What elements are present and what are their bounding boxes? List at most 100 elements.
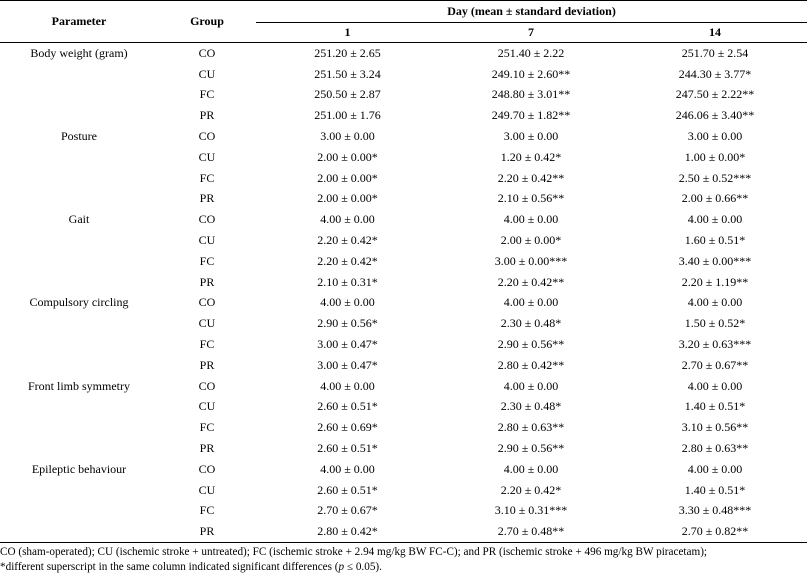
day-1-cell: 4.00 ± 0.00	[320, 378, 375, 393]
day-1-cell: 3.00 ± 0.47*	[317, 337, 378, 352]
parameter-cell: Posture	[61, 129, 97, 144]
table-row: PR 251.00 ± 1.76 249.70 ± 1.82** 246.06 ± 3…	[0, 105, 807, 126]
day-14-cell: 4.00 ± 0.00	[687, 212, 743, 227]
group-cell: PR	[199, 108, 215, 123]
footnote-p-symbol: p	[338, 561, 345, 573]
day-1-cell: 251.00 ± 1.76	[314, 108, 381, 123]
parameter-cell	[0, 501, 158, 522]
day-14-cell: 3.40 ± 0.00***	[678, 253, 752, 268]
group-cell: CU	[198, 399, 216, 414]
parameter-cell: Body weight (gram)	[30, 45, 128, 60]
parameter-cell	[0, 334, 158, 355]
day-14-cell: 1.40 ± 0.51*	[684, 399, 746, 414]
parameter-cell: Compulsory circling	[29, 295, 129, 310]
day-14-cell: 4.00 ± 0.00	[687, 295, 743, 310]
day-7-cell: 249.10 ± 2.60**	[491, 66, 571, 81]
table-row: CU 251.50 ± 3.24 249.10 ± 2.60** 244.30 ± 3…	[0, 64, 807, 85]
day-14-cell: 1.40 ± 0.51*	[684, 482, 746, 497]
table-row: PR 2.10 ± 0.31* 2.20 ± 0.42** 2.20 ± 1.19**	[0, 272, 807, 293]
day-14-cell: 2.00 ± 0.66**	[681, 191, 749, 206]
parameter-cell	[0, 313, 158, 334]
group-cell: CU	[198, 482, 216, 497]
group-cell: CO	[198, 129, 216, 144]
day-1-cell: 4.00 ± 0.00	[320, 461, 375, 476]
day-7-cell: 3.00 ± 0.00***	[494, 253, 568, 268]
parameter-cell: Front limb symmetry	[28, 378, 130, 393]
table-row: FC 2.60 ± 0.69* 2.80 ± 0.63** 3.10 ± 0.56**	[0, 417, 807, 438]
day-1-cell: 2.80 ± 0.42*	[256, 521, 439, 544]
day-7-cell: 3.10 ± 0.31***	[494, 503, 568, 518]
day-14-cell: 4.00 ± 0.00	[687, 378, 743, 393]
table-body: Body weight (gram) CO 251.20 ± 2.65 251.40 …	[0, 43, 807, 544]
group-cell: PR	[199, 441, 215, 456]
group-cell: CO	[198, 461, 216, 476]
group-cell: CU	[198, 149, 216, 164]
day-1-cell: 250.50 ± 2.87	[314, 87, 381, 102]
parameter-cell	[0, 168, 158, 189]
day-14-cell: 246.06 ± 3.40**	[675, 108, 755, 123]
table-row: FC 2.20 ± 0.42* 3.00 ± 0.00*** 3.40 ± 0.00*…	[0, 251, 807, 272]
day-7-cell: 4.00 ± 0.00	[503, 378, 559, 393]
table-row: FC 3.00 ± 0.47* 2.90 ± 0.56** 3.20 ± 0.63**…	[0, 334, 807, 355]
footnote-line-2-text: *different superscript in the same colum…	[0, 561, 339, 573]
parameter-cell	[0, 85, 158, 106]
group-cell: FC	[199, 337, 215, 352]
parameter-cell	[0, 230, 158, 251]
group-cell: PR	[199, 274, 215, 289]
header-parameter: Parameter	[51, 14, 107, 28]
table-row: PR 2.00 ± 0.00* 2.10 ± 0.56** 2.00 ± 0.66**	[0, 189, 807, 210]
table-row: Front limb symmetry CO 4.00 ± 0.00 4.00 ± 0…	[0, 376, 807, 397]
table-row: FC 2.70 ± 0.67* 3.10 ± 0.31*** 3.30 ± 0.48*…	[0, 501, 807, 522]
parameter-cell	[0, 438, 158, 459]
day-14-cell: 244.30 ± 3.77*	[678, 66, 752, 81]
parameter-cell	[0, 147, 158, 168]
day-1-cell: 2.00 ± 0.00*	[317, 191, 378, 206]
day-1-cell: 2.60 ± 0.51*	[317, 441, 378, 456]
day-7-cell: 2.30 ± 0.48*	[500, 399, 562, 414]
day-1-cell: 2.90 ± 0.56*	[317, 316, 378, 331]
parameter-cell	[0, 64, 158, 85]
day-7-cell: 251.40 ± 2.22	[497, 45, 565, 60]
day-7-cell: 248.80 ± 3.01**	[491, 87, 571, 102]
day-14-cell: 2.50 ± 0.52***	[678, 170, 752, 185]
group-cell: CU	[198, 233, 216, 248]
table-row: CU 2.90 ± 0.56* 2.30 ± 0.48* 1.50 ± 0.52*	[0, 313, 807, 334]
table-row: Epileptic behaviour CO 4.00 ± 0.00 4.00 ± 0…	[0, 459, 807, 480]
parameter-cell: Gait	[68, 212, 90, 227]
group-cell: PR	[199, 191, 215, 206]
day-7-cell: 2.80 ± 0.63**	[497, 420, 565, 435]
group-cell: CU	[198, 66, 216, 81]
day-14-cell: 3.20 ± 0.63***	[678, 337, 752, 352]
day-1-cell: 2.60 ± 0.69*	[317, 420, 378, 435]
day-14-cell: 247.50 ± 2.22**	[675, 87, 755, 102]
day-1-cell: 4.00 ± 0.00	[320, 212, 375, 227]
table-header: Parameter Group Day (mean ± standard dev…	[0, 0, 807, 43]
parameter-cell	[0, 355, 158, 376]
group-cell: FC	[199, 420, 215, 435]
table-row: Posture CO 3.00 ± 0.00 3.00 ± 0.00 3.00 ± 0.…	[0, 126, 807, 147]
day-1-cell: 2.70 ± 0.67*	[317, 503, 378, 518]
parameter-cell	[0, 105, 158, 126]
group-cell: CO	[198, 45, 216, 60]
day-14-cell: 2.70 ± 0.67**	[681, 357, 749, 372]
day-14-cell: 3.10 ± 0.56**	[681, 420, 749, 435]
parameter-cell	[0, 397, 158, 418]
group-cell: CO	[198, 212, 216, 227]
day-1-cell: 2.20 ± 0.42*	[317, 253, 378, 268]
day-7-cell: 2.30 ± 0.48*	[500, 316, 562, 331]
day-7-cell: 4.00 ± 0.00	[503, 461, 559, 476]
day-7-cell: 2.20 ± 0.42**	[497, 170, 565, 185]
group-cell: FC	[199, 503, 215, 518]
table-row: Gait CO 4.00 ± 0.00 4.00 ± 0.00 4.00 ± 0.00	[0, 209, 807, 230]
footnote-line-2: *different superscript in the same colum…	[0, 560, 807, 575]
table-footnote: CO (sham-operated); CU (ischemic stroke …	[0, 545, 807, 575]
parameter-cell	[0, 251, 158, 272]
day-1-cell: 2.60 ± 0.51*	[317, 399, 378, 414]
table-row: PR 2.80 ± 0.42* 2.70 ± 0.48** 2.70 ± 0.82**	[0, 521, 807, 544]
day-7-cell: 249.70 ± 1.82**	[491, 108, 571, 123]
day-14-cell: 251.70 ± 2.54	[681, 45, 749, 60]
group-cell: FC	[199, 87, 215, 102]
table-row: CU 2.60 ± 0.51* 2.20 ± 0.42* 1.40 ± 0.51*	[0, 480, 807, 501]
group-cell: CO	[198, 295, 216, 310]
day-7-cell: 4.00 ± 0.00	[503, 212, 559, 227]
